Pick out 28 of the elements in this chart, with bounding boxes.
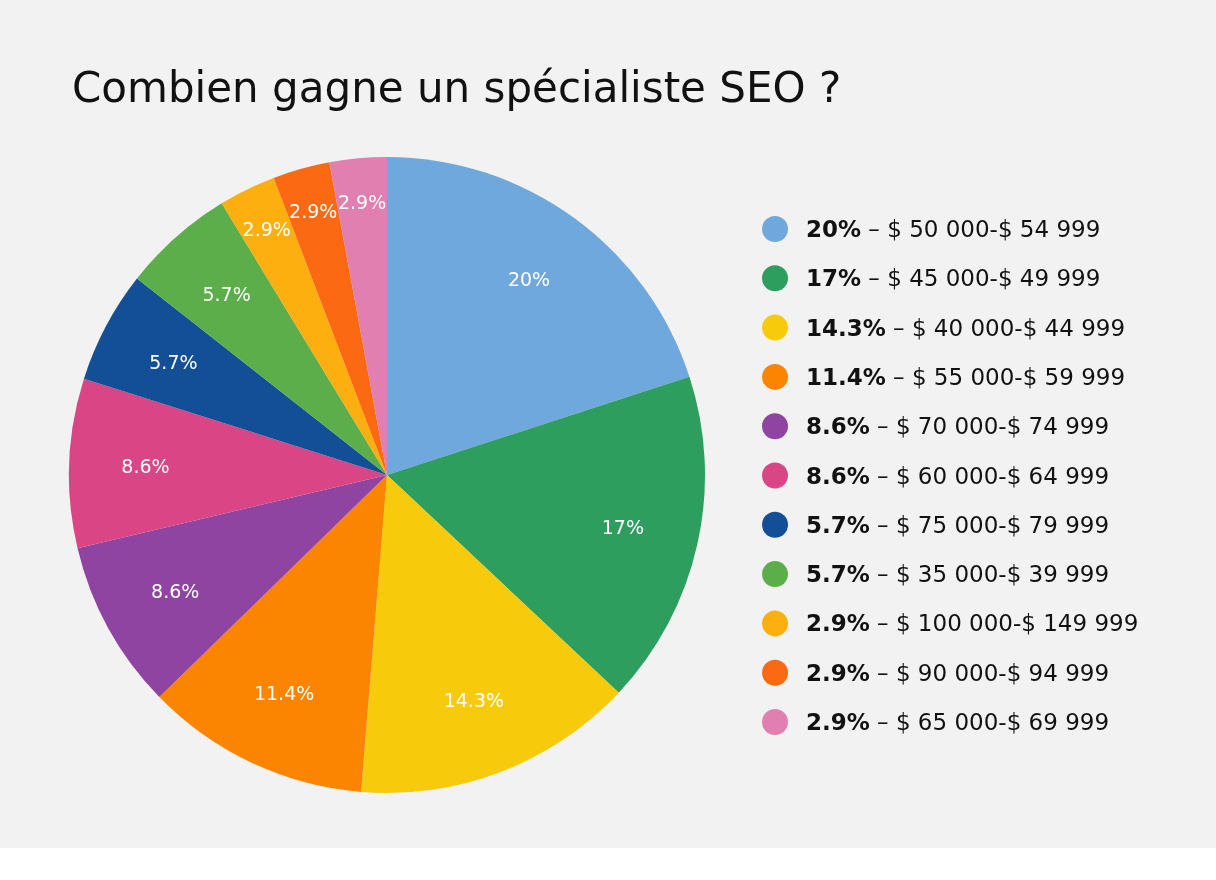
legend-label: 17% – $ 45 000-$ 49 999 (806, 265, 1101, 292)
legend-label: 5.7% – $ 35 000-$ 39 999 (806, 561, 1110, 588)
legend-label: 2.9% – $ 65 000-$ 69 999 (806, 709, 1110, 736)
legend-label: 20% – $ 50 000-$ 54 999 (806, 216, 1101, 243)
data-label: 2.9% (289, 200, 338, 223)
legend-label: 8.6% – $ 70 000-$ 74 999 (806, 413, 1110, 440)
chart-title: Combien gagne un spécialiste SEO ? (72, 63, 842, 112)
legend-label: 11.4% – $ 55 000-$ 59 999 (806, 363, 1126, 390)
pie-slice (387, 157, 690, 475)
data-label: 8.6% (121, 454, 170, 477)
data-label: 2.9% (337, 191, 387, 214)
pie-slice (387, 376, 705, 693)
data-label: 5.7% (149, 350, 198, 373)
legend-label: 2.9% – $ 100 000-$ 149 999 (806, 610, 1139, 637)
legend-label: 8.6% – $ 60 000-$ 64 999 (806, 462, 1110, 489)
legend-label: 5.7% – $ 75 000-$ 79 999 (806, 511, 1110, 538)
pie-slice (69, 378, 387, 549)
data-label: 5.7% (202, 282, 251, 305)
data-label: 8.6% (151, 580, 200, 603)
pie-slice (83, 278, 387, 475)
data-label: 20% (507, 268, 551, 291)
data-label: 14.3% (443, 689, 505, 712)
legend-label: 14.3% – $ 40 000-$ 44 999 (806, 314, 1126, 341)
data-label: 11.4% (253, 682, 315, 705)
data-label: 17% (601, 516, 644, 539)
pie-slice (77, 475, 387, 698)
legend-label: 2.9% – $ 90 000-$ 94 999 (806, 659, 1110, 686)
data-label: 2.9% (242, 218, 291, 241)
